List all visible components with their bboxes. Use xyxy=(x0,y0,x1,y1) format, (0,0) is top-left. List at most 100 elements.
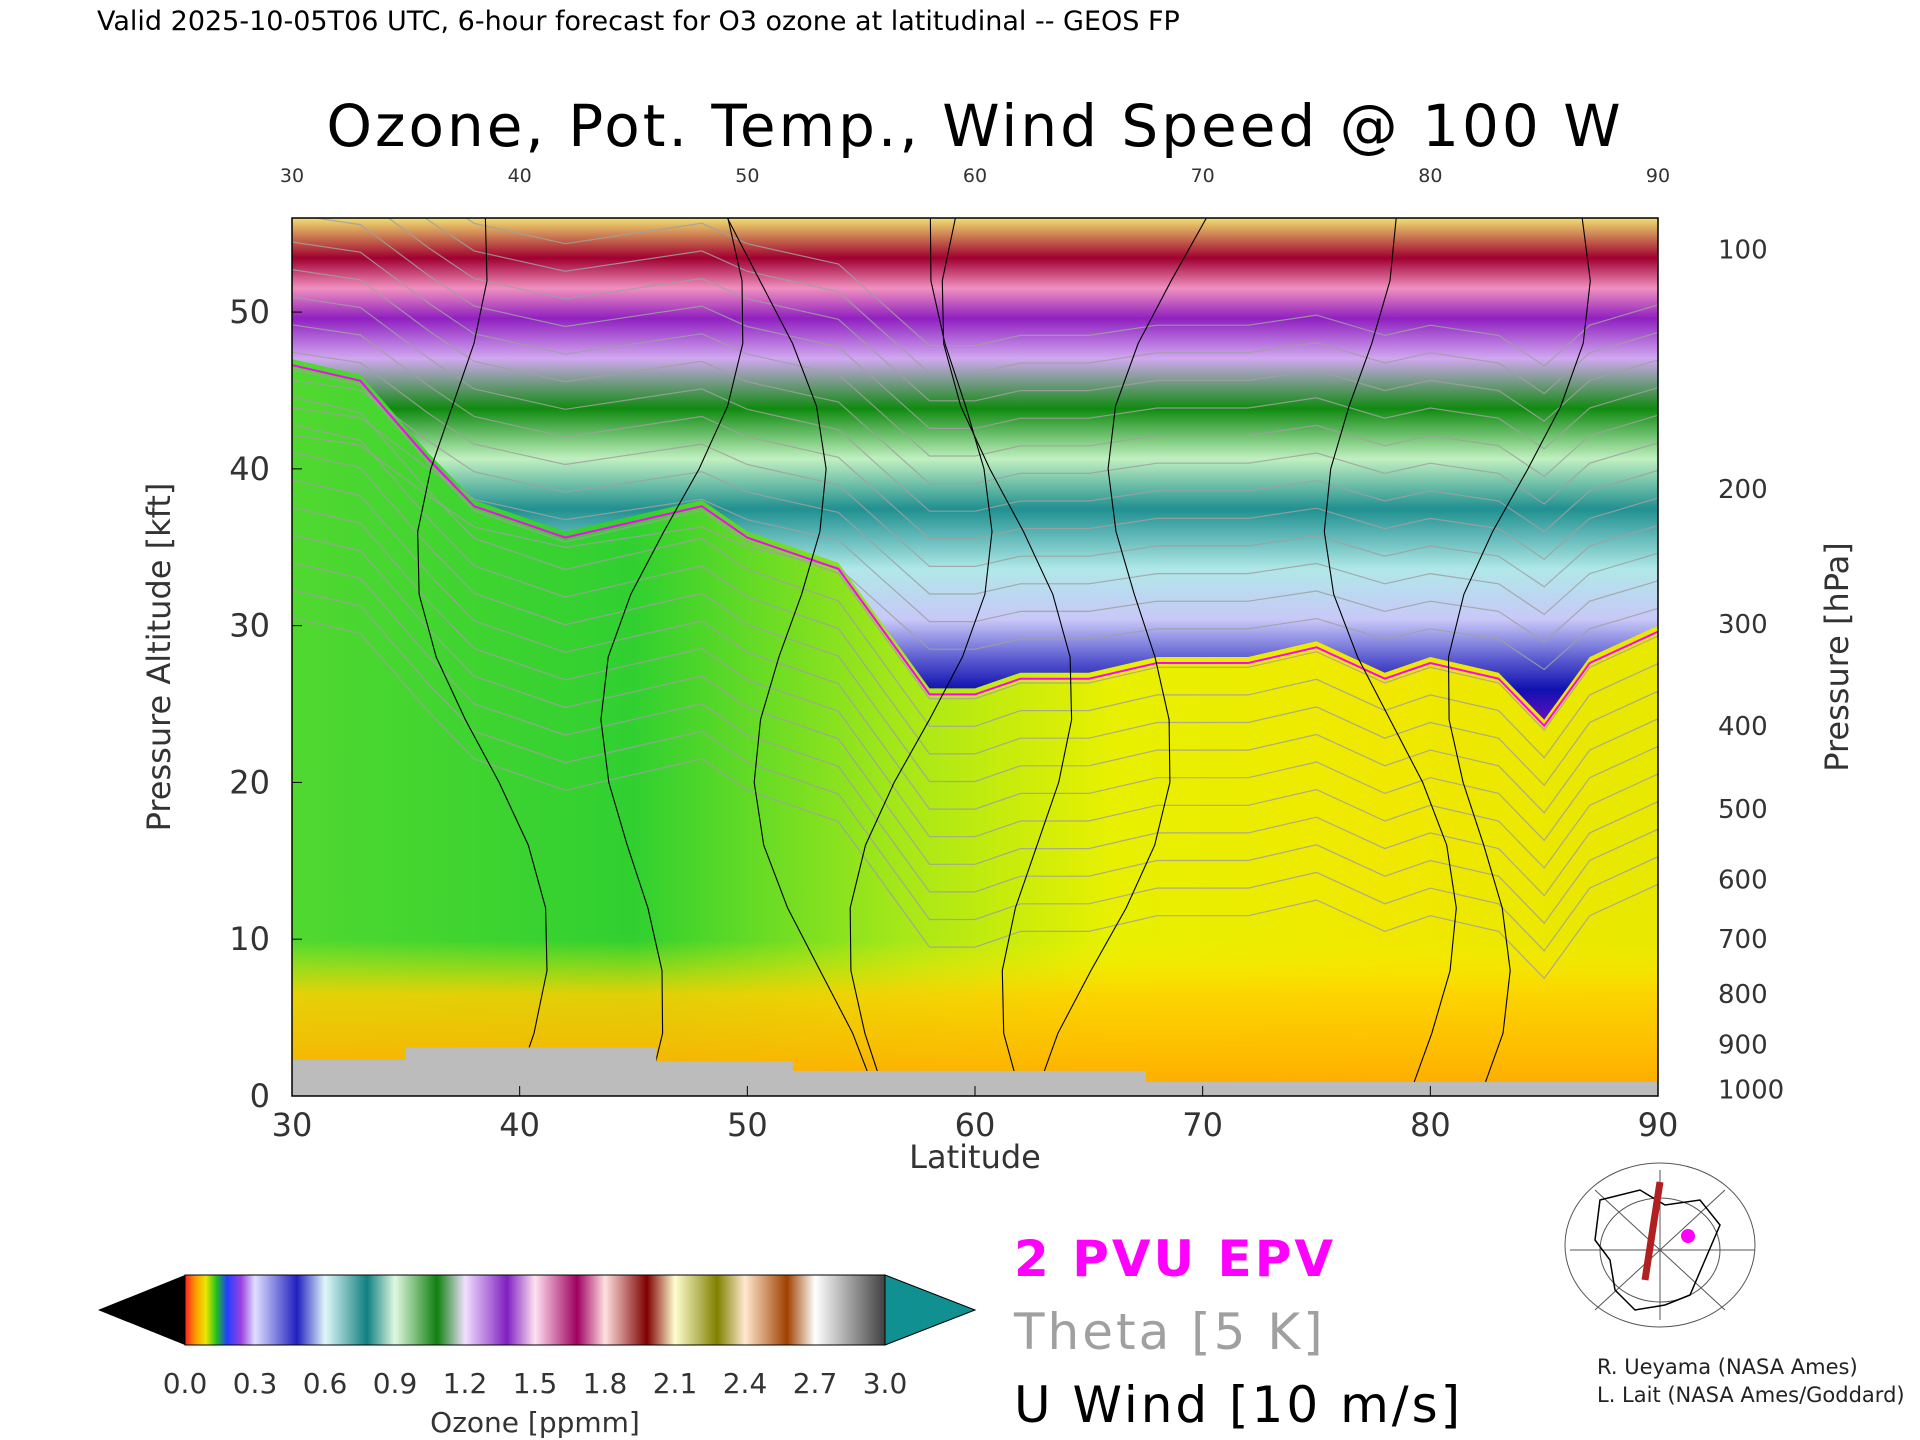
map-latitude-circle xyxy=(1564,1162,1756,1328)
colorbar-body xyxy=(184,1274,886,1346)
terrain-mask xyxy=(292,1047,1658,1096)
y-axis-right-label: Pressure [hPa] xyxy=(1818,542,1856,772)
chart-title: Ozone, Pot. Temp., Wind Speed @ 100 W xyxy=(326,92,1623,160)
pressure-tick-label: 100 xyxy=(1718,235,1768,265)
u-wind-contours xyxy=(417,218,1591,1096)
colorbar: 0.0 0.3 0.6 0.9 1.2 1.5 1.8 2.1 2.4 2.7 3.0 Ozone … xyxy=(98,1274,977,1439)
y-tick-label: 50 xyxy=(229,293,270,331)
y-axis-label: Pressure Altitude [kft] xyxy=(140,483,178,832)
y-tick-label: 20 xyxy=(229,763,270,801)
pressure-tick-label: 1000 xyxy=(1718,1076,1784,1106)
legend: 2 PVU EPV Theta [5 K] U Wind [10 m/s] xyxy=(1013,1230,1463,1434)
y-tick-label: 0 xyxy=(250,1077,270,1115)
theta-contour-line xyxy=(292,396,1658,759)
pressure-tick-label: 300 xyxy=(1718,610,1768,640)
pressure-tick-label: 600 xyxy=(1718,866,1768,896)
theta-contour-line xyxy=(292,424,1658,787)
x-top-tick-label: 40 xyxy=(508,165,532,187)
legend-entry: U Wind [10 m/s] xyxy=(1014,1376,1463,1434)
plot-area xyxy=(292,218,1658,1096)
credit-line: R. Ueyama (NASA Ames) xyxy=(1597,1355,1858,1379)
epv-2pvu-contour xyxy=(292,364,1658,728)
u-wind-contour-line xyxy=(1034,218,1207,1096)
x-tick-label: 50 xyxy=(727,1106,768,1144)
map-coastline xyxy=(1594,1189,1721,1311)
x-tick-label: 30 xyxy=(272,1106,313,1144)
theta-contour-line xyxy=(292,379,1658,616)
colorbar-tick-label: 2.4 xyxy=(723,1367,768,1400)
x-top-tick-label: 80 xyxy=(1418,165,1442,187)
colorbar-tick-label: 1.8 xyxy=(583,1367,628,1400)
pressure-tick-label: 500 xyxy=(1718,795,1768,825)
colorbar-tick-label: 2.1 xyxy=(653,1367,698,1400)
u-wind-contour-line xyxy=(600,218,744,1096)
x-top-tick-label: 90 xyxy=(1646,165,1670,187)
credit-line: L. Lait (NASA Ames/Goddard) xyxy=(1597,1383,1905,1407)
u-wind-contour-line xyxy=(1447,218,1591,1096)
x-top-tick-label: 70 xyxy=(1191,165,1215,187)
theta-contour-line xyxy=(292,296,1658,533)
x-axis-label: Latitude xyxy=(909,1138,1041,1176)
colorbar-label: Ozone [ppmm] xyxy=(430,1406,640,1439)
pressure-tick-label: 200 xyxy=(1718,475,1768,505)
colorbar-tick-label: 0.9 xyxy=(373,1367,418,1400)
colorbar-tick-label: 3.0 xyxy=(863,1367,908,1400)
map-section-line xyxy=(1641,1181,1664,1281)
locator-map xyxy=(1560,1162,1760,1328)
theta-contour-line xyxy=(292,589,1658,952)
y-axis-left: 0 10 20 30 40 50 xyxy=(229,293,302,1115)
theta-contour-line xyxy=(292,451,1658,814)
theta-contour-line xyxy=(292,479,1658,842)
legend-entry: 2 PVU EPV xyxy=(1014,1230,1336,1288)
pressure-tick-label: 700 xyxy=(1718,925,1768,955)
theta-contour-line xyxy=(292,351,1658,588)
theta-contour-line xyxy=(312,218,1658,450)
u-wind-contour-line xyxy=(1323,218,1457,1096)
colorbar-tick-label: 0.3 xyxy=(233,1367,278,1400)
theta-contour-line xyxy=(292,617,1658,980)
pressure-tick-label: 800 xyxy=(1718,980,1768,1010)
x-tick-label: 80 xyxy=(1410,1106,1451,1144)
theta-contour-line xyxy=(292,506,1658,869)
y-axis-right: 100 200 300 400 500 600 700 800 900 1000 xyxy=(1718,235,1784,1105)
x-axis-bottom: 30 40 50 60 70 80 90 xyxy=(272,1086,1679,1144)
credits: R. Ueyama (NASA Ames) L. Lait (NASA Ames/… xyxy=(1597,1355,1905,1407)
theta-contour-line xyxy=(292,269,1658,505)
theta-contour-line xyxy=(387,218,1658,422)
x-axis-top: 30 40 50 60 70 80 90 xyxy=(280,165,1670,187)
pressure-tick-label: 900 xyxy=(1718,1030,1768,1060)
x-tick-label: 90 xyxy=(1638,1106,1679,1144)
colorbar-tick-label: 2.7 xyxy=(793,1367,838,1400)
colorbar-tick-label: 1.5 xyxy=(513,1367,558,1400)
y-tick-label: 30 xyxy=(229,607,270,645)
forecast-header: Valid 2025-10-05T06 UTC, 6-hour forecast… xyxy=(97,6,1180,37)
theta-contour-line xyxy=(292,562,1658,925)
theta-contour-line xyxy=(465,218,1658,367)
u-wind-contour-line xyxy=(726,218,878,1096)
pressure-tick-label: 400 xyxy=(1718,712,1768,742)
colorbar-tick-label: 1.2 xyxy=(443,1367,488,1400)
x-top-tick-label: 60 xyxy=(963,165,987,187)
theta-contour-line xyxy=(292,324,1658,560)
theta-contour-line xyxy=(292,534,1658,897)
u-wind-contour-line xyxy=(941,218,1073,1096)
colorbar-tick-label: 0.0 xyxy=(163,1367,208,1400)
theta-contour-line xyxy=(292,434,1658,671)
x-tick-label: 70 xyxy=(1182,1106,1223,1144)
x-tick-label: 60 xyxy=(955,1106,996,1144)
map-location-marker xyxy=(1681,1229,1695,1243)
x-top-tick-label: 50 xyxy=(735,165,759,187)
x-tick-label: 40 xyxy=(499,1106,540,1144)
legend-entry: Theta [5 K] xyxy=(1013,1303,1326,1361)
colorbar-low-arrow xyxy=(98,1275,185,1345)
x-top-tick-label: 30 xyxy=(280,165,304,187)
theta-contour-line xyxy=(292,241,1658,478)
theta-contour-line xyxy=(292,407,1658,643)
colorbar-high-arrow xyxy=(884,1274,977,1346)
y-tick-label: 10 xyxy=(229,920,270,958)
y-tick-label: 40 xyxy=(229,450,270,488)
theta-contour-line xyxy=(292,368,1658,732)
colorbar-tick-label: 0.6 xyxy=(303,1367,348,1400)
theta-contours xyxy=(292,218,1658,980)
